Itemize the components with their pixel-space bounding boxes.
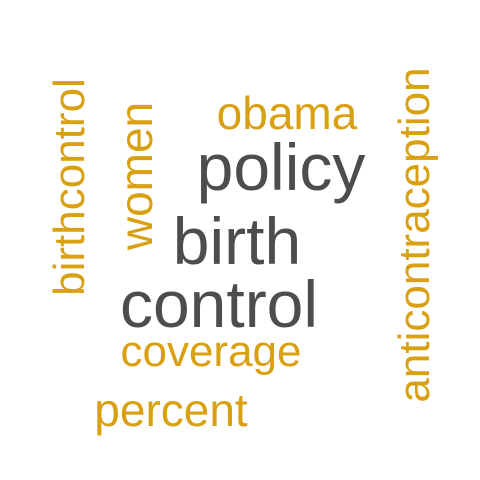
word-birthcontrol: birthcontrol <box>45 78 94 296</box>
word-birth: birth <box>172 204 302 278</box>
word-women: women <box>110 101 162 251</box>
word-policy: policy <box>196 130 366 204</box>
word-coverage: coverage <box>120 327 302 376</box>
word-percent: percent <box>94 384 248 436</box>
word-control: control <box>119 267 319 341</box>
word-obama: obama <box>216 87 358 139</box>
word-anticontraception: anticontraception <box>390 67 439 403</box>
